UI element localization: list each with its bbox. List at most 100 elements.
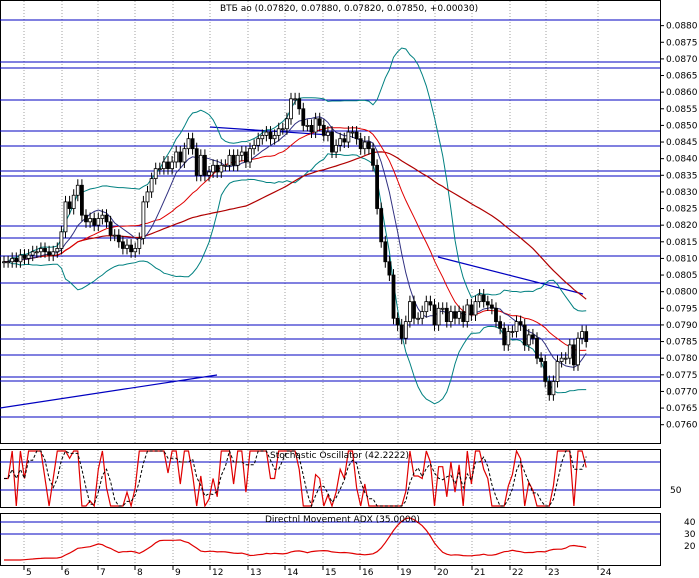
candle-body <box>284 118 289 130</box>
y-tick-label: 0.0825 <box>666 205 698 215</box>
candle-body <box>354 131 359 140</box>
candle-body <box>260 134 265 140</box>
y-tick-label: 0.0805 <box>666 271 698 281</box>
candle-body <box>293 98 298 101</box>
candle-body <box>522 324 527 346</box>
y-tick-label: 0.0790 <box>666 321 698 331</box>
candle-body <box>18 254 23 263</box>
candle-body <box>121 241 125 249</box>
candle-body <box>407 301 412 323</box>
y-tick-label: 0.0815 <box>666 238 698 248</box>
x-tick-label: 9 <box>175 568 181 578</box>
candle-body <box>207 171 211 176</box>
adx-series <box>4 517 587 561</box>
trend-lines <box>0 126 584 409</box>
candle-body <box>502 327 507 346</box>
candle-body <box>108 221 113 236</box>
stochastic-panel-frame <box>0 449 661 508</box>
candle-body <box>543 361 548 382</box>
adx-tick-label: 20 <box>684 542 696 552</box>
candle-body <box>498 321 503 329</box>
y-tick-label: 0.0810 <box>666 254 698 264</box>
candle-body <box>51 251 56 256</box>
candle-body <box>379 208 384 243</box>
candle-body <box>395 317 400 326</box>
candle-body <box>137 238 142 249</box>
candle-body <box>166 161 170 170</box>
candle-body <box>313 118 318 133</box>
y-tick-label: 0.0875 <box>666 38 698 48</box>
candle-body <box>547 381 552 396</box>
candle-body <box>465 304 470 323</box>
candle-body <box>67 201 72 209</box>
candle-body <box>301 108 306 126</box>
candle-body <box>334 144 339 153</box>
x-tick-label: 16 <box>362 568 374 578</box>
candle-body <box>182 148 187 163</box>
y-tick-label: 0.0830 <box>666 188 698 198</box>
candle-body <box>350 131 355 134</box>
candle-body <box>10 258 15 263</box>
stochastic-d-line <box>4 449 587 508</box>
candle-body <box>96 218 101 226</box>
bollinger-lower <box>4 153 587 405</box>
candle-body <box>129 244 134 253</box>
candle-body <box>289 98 293 120</box>
y-tick-label: 0.0795 <box>666 304 698 314</box>
moving-average-fast <box>4 116 587 368</box>
candle-body <box>219 164 224 173</box>
candle-body <box>424 301 429 313</box>
candle-body <box>444 307 449 323</box>
candle-body <box>112 234 117 237</box>
candle-body <box>198 154 203 176</box>
candle-body <box>231 154 236 166</box>
candle-body <box>362 141 367 150</box>
candle-body <box>436 307 441 326</box>
candle-body <box>88 218 92 223</box>
candle-body <box>371 148 375 166</box>
y-tick-label: 0.0850 <box>666 121 698 131</box>
candle-body <box>194 148 199 176</box>
candle-body <box>584 331 589 342</box>
x-tick-label: 19 <box>400 568 412 578</box>
candle-body <box>272 134 277 140</box>
adx-line <box>4 517 587 561</box>
candle-body <box>34 251 39 254</box>
candle-body <box>481 294 486 303</box>
candle-body <box>399 324 404 339</box>
candle-body <box>338 138 343 146</box>
candle-body <box>453 311 457 319</box>
y-tick-label: 0.0855 <box>666 105 698 115</box>
y-tick-label: 0.0765 <box>666 404 698 414</box>
adx-tick-label: 40 <box>684 518 696 528</box>
price-panel-frame <box>0 0 661 444</box>
candle-body <box>190 138 195 150</box>
candle-body <box>383 241 388 263</box>
candle-body <box>330 131 334 153</box>
candle-body <box>412 301 416 319</box>
candle-body <box>576 337 580 366</box>
candle-body <box>518 321 523 326</box>
y-tick-label: 0.0865 <box>666 72 698 82</box>
y-tick-label: 0.0780 <box>666 354 698 364</box>
candle-body <box>133 248 138 253</box>
candle-body <box>535 337 539 359</box>
x-tick-label: 22 <box>512 568 523 578</box>
candle-body <box>47 251 51 256</box>
moving-average-mid <box>4 127 587 351</box>
candle-body <box>321 125 326 136</box>
candle-body <box>342 138 347 143</box>
stoch-tick-label: 50 <box>670 486 682 496</box>
candle-body <box>264 131 269 136</box>
candle-body <box>489 304 494 309</box>
candle-body <box>461 311 466 323</box>
candle-body <box>6 261 10 264</box>
candle-body <box>563 357 568 360</box>
candle-body <box>149 178 154 193</box>
candle-body <box>30 251 35 256</box>
candle-body <box>440 307 445 310</box>
candle-body <box>215 164 220 173</box>
y-tick-label: 0.0770 <box>666 387 698 397</box>
candle-body <box>567 344 572 359</box>
